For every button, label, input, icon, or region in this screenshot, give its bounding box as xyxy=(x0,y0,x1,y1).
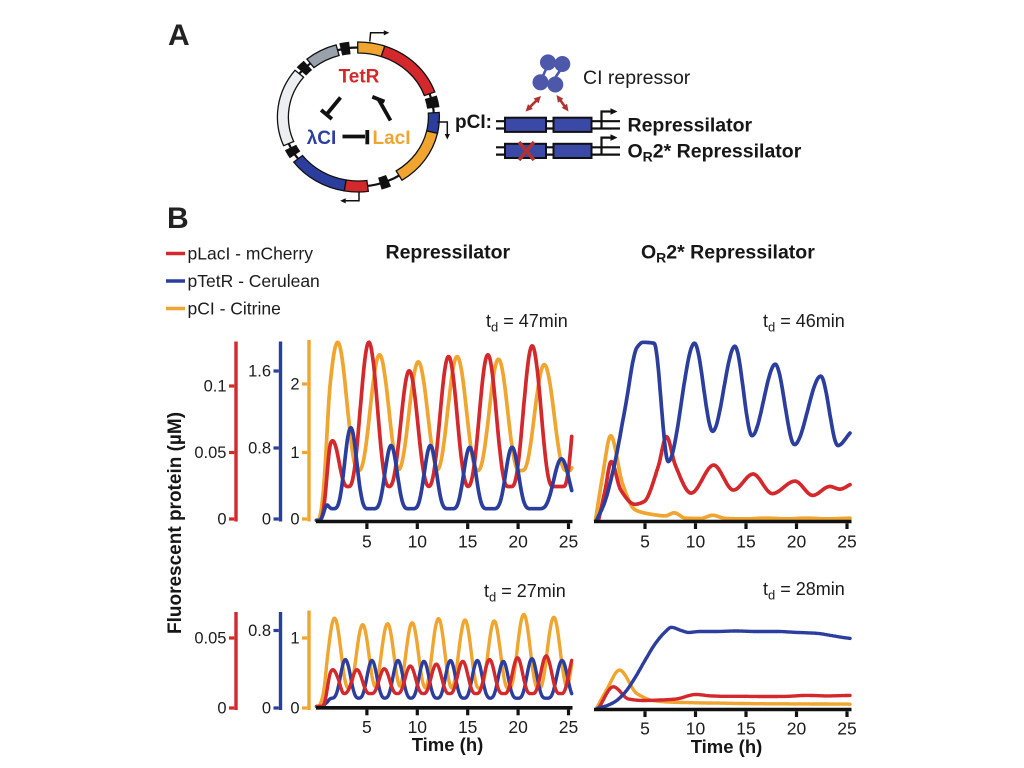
svg-text:10: 10 xyxy=(408,717,428,737)
svg-text:CI repressor: CI repressor xyxy=(583,67,691,89)
svg-text:15: 15 xyxy=(736,719,755,739)
svg-text:20: 20 xyxy=(508,717,528,737)
svg-text:20: 20 xyxy=(787,532,807,552)
svg-text:0: 0 xyxy=(290,700,299,718)
svg-text:Repressilator: Repressilator xyxy=(628,115,753,137)
svg-text:1: 1 xyxy=(290,444,299,462)
svg-text:0.1: 0.1 xyxy=(204,378,227,396)
svg-text:OR2* Repressilator: OR2* Repressilator xyxy=(628,141,802,165)
svg-text:LacI: LacI xyxy=(372,128,410,149)
svg-text:2: 2 xyxy=(290,376,299,394)
svg-text:pTetR - Cerulean: pTetR - Cerulean xyxy=(188,271,320,291)
svg-text:0: 0 xyxy=(262,700,271,718)
svg-text:5: 5 xyxy=(640,719,650,739)
svg-text:TetR: TetR xyxy=(339,67,380,88)
svg-text:5: 5 xyxy=(362,717,372,737)
svg-text:pLacI - mCherry: pLacI - mCherry xyxy=(188,244,314,264)
svg-text:Repressilator: Repressilator xyxy=(386,242,511,264)
svg-text:λCI: λCI xyxy=(307,128,337,149)
svg-text:20: 20 xyxy=(508,532,528,552)
svg-text:10: 10 xyxy=(686,719,706,739)
svg-text:td = 28min: td = 28min xyxy=(763,579,845,603)
svg-text:OR2* Repressilator: OR2* Repressilator xyxy=(641,242,815,266)
svg-text:5: 5 xyxy=(640,532,650,552)
svg-text:15: 15 xyxy=(458,532,477,552)
svg-text:td = 47min: td = 47min xyxy=(486,311,568,335)
svg-text:pCI - Citrine: pCI - Citrine xyxy=(188,299,281,319)
svg-text:Time (h): Time (h) xyxy=(412,734,484,755)
svg-text:0: 0 xyxy=(290,511,299,529)
svg-text:td = 46min: td = 46min xyxy=(763,311,845,335)
svg-text:1.6: 1.6 xyxy=(248,363,271,381)
svg-text:25: 25 xyxy=(559,532,578,552)
svg-text:B: B xyxy=(167,202,189,235)
svg-text:0.8: 0.8 xyxy=(248,622,271,640)
svg-text:1: 1 xyxy=(290,630,299,648)
svg-text:Time (h): Time (h) xyxy=(691,736,763,757)
svg-text:0: 0 xyxy=(262,511,271,529)
svg-text:10: 10 xyxy=(408,532,428,552)
svg-text:25: 25 xyxy=(837,532,856,552)
svg-text:15: 15 xyxy=(736,532,755,552)
svg-text:A: A xyxy=(168,19,190,52)
svg-text:td = 27min: td = 27min xyxy=(484,581,566,605)
svg-text:0.05: 0.05 xyxy=(194,630,226,648)
svg-text:15: 15 xyxy=(458,717,477,737)
svg-text:0: 0 xyxy=(217,700,226,718)
svg-text:0: 0 xyxy=(217,511,226,529)
svg-text:25: 25 xyxy=(559,717,578,737)
svg-text:20: 20 xyxy=(787,719,807,739)
svg-text:pCI:: pCI: xyxy=(455,112,492,133)
svg-text:Fluorescent protein (µM): Fluorescent protein (µM) xyxy=(165,412,186,634)
svg-text:5: 5 xyxy=(362,532,372,552)
svg-text:10: 10 xyxy=(686,532,706,552)
svg-text:25: 25 xyxy=(837,719,856,739)
svg-text:0.05: 0.05 xyxy=(194,444,226,462)
svg-text:0.8: 0.8 xyxy=(248,440,271,458)
